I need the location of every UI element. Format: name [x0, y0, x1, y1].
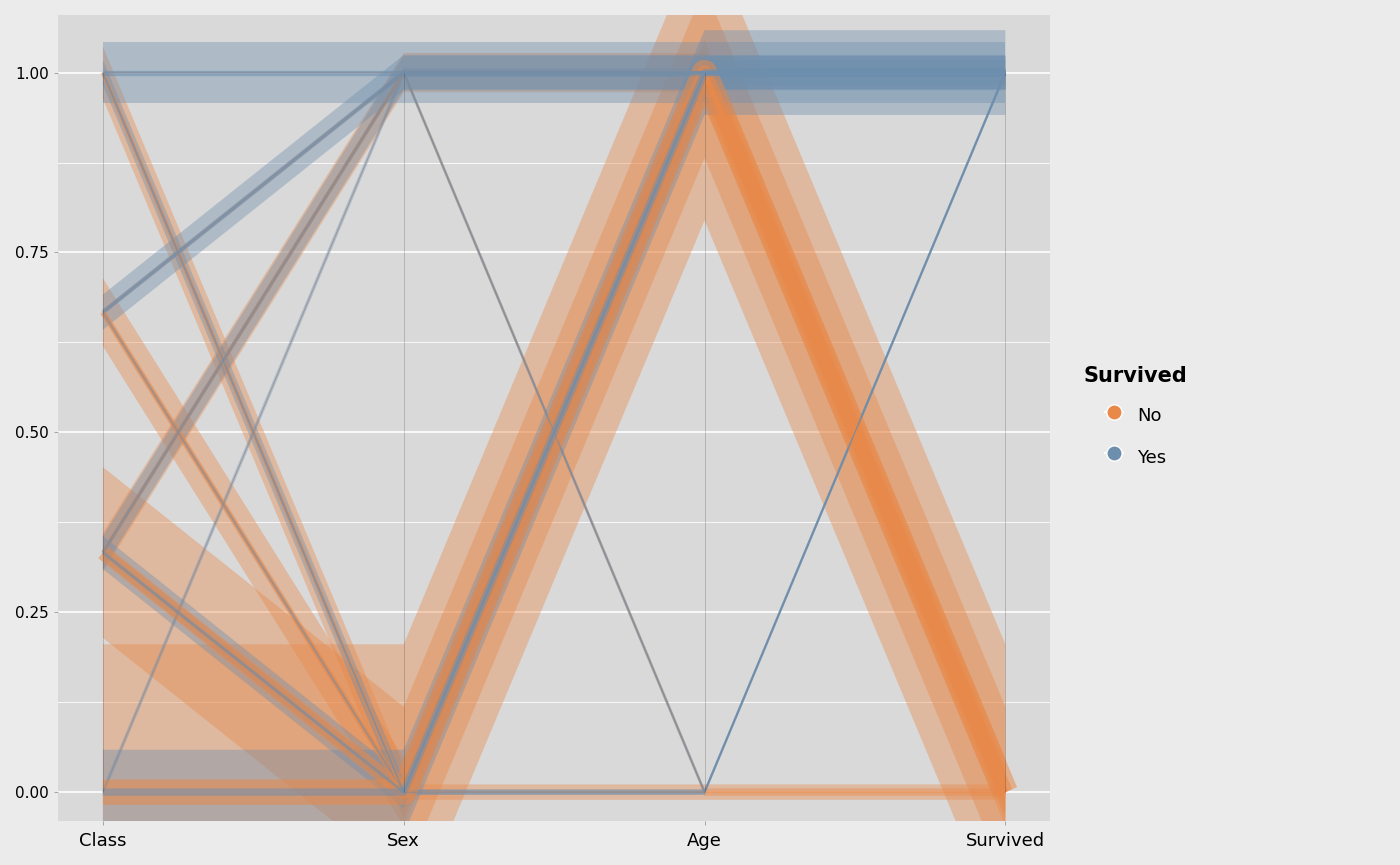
Polygon shape	[104, 0, 1005, 865]
Polygon shape	[104, 70, 1005, 795]
Polygon shape	[104, 68, 1005, 797]
Polygon shape	[104, 42, 1005, 104]
Polygon shape	[104, 0, 1005, 865]
Polygon shape	[104, 30, 1005, 835]
Legend: No, Yes: No, Yes	[1070, 352, 1203, 484]
Polygon shape	[104, 72, 1005, 792]
Polygon shape	[104, 39, 1005, 826]
Polygon shape	[104, 54, 1005, 330]
Polygon shape	[104, 545, 1005, 800]
Polygon shape	[104, 47, 1005, 818]
Polygon shape	[104, 56, 1005, 809]
Polygon shape	[104, 69, 1005, 795]
Polygon shape	[104, 56, 1005, 569]
Polygon shape	[104, 60, 1005, 804]
Polygon shape	[104, 73, 1005, 792]
Polygon shape	[104, 70, 1005, 795]
Polygon shape	[104, 53, 1005, 811]
Polygon shape	[104, 69, 1005, 796]
Polygon shape	[104, 70, 1005, 795]
Polygon shape	[104, 69, 1005, 795]
Polygon shape	[104, 72, 1005, 793]
Polygon shape	[104, 72, 1005, 793]
Polygon shape	[104, 70, 1005, 795]
